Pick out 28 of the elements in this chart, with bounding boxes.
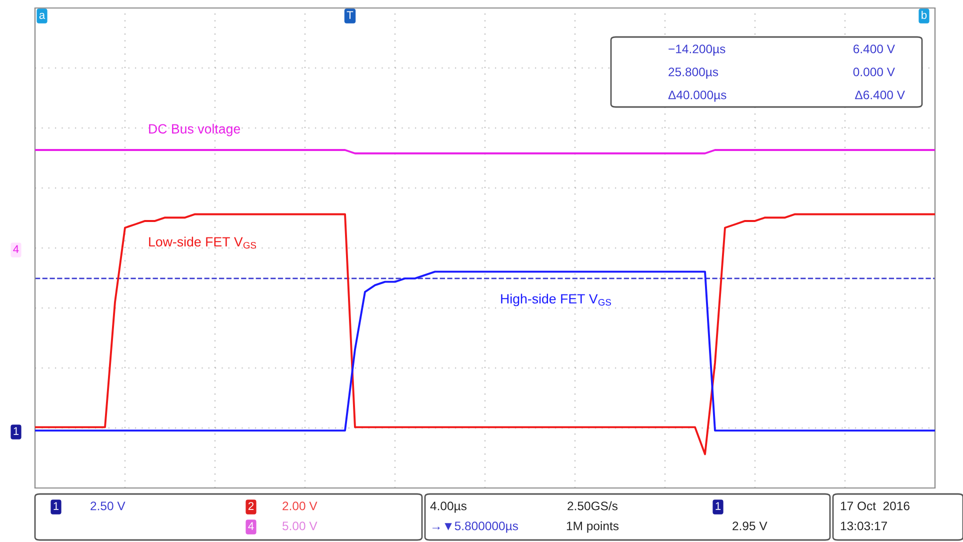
text: 17 Oct 2016 [840, 502, 910, 510]
text: −14.200µs [668, 44, 726, 56]
text: Δ6.400 V [855, 90, 905, 100]
text: Δ40.000µs [668, 90, 726, 102]
text: 1M points [566, 521, 619, 533]
text: 2.00 V [282, 502, 318, 510]
annotation: Low-side FET V$_{GS}$ [149, 236, 256, 249]
text: 5.00 V [282, 522, 318, 530]
text: 13:03:17 [840, 522, 887, 530]
text: a [39, 12, 46, 19]
text: 1 [716, 502, 721, 510]
text: b [922, 10, 927, 19]
annotation: High-side FET V$_{GS}$ [501, 294, 611, 306]
text: DC Bus voltage [149, 124, 240, 136]
text: 2.95 V [732, 522, 768, 530]
text: 2 [248, 502, 254, 510]
text: 2.50 V [90, 502, 126, 510]
text: 0.000 V [853, 68, 895, 76]
text: 1 [14, 427, 19, 435]
text: →▼5.800000µs [432, 522, 518, 533]
text: T [346, 11, 354, 19]
text: 1 [54, 502, 59, 510]
text: 6.400 V [853, 44, 895, 54]
text: 4 [13, 245, 19, 253]
text: 2.50GS/s [568, 501, 618, 510]
text: 4 [248, 522, 254, 530]
text: 4.00µs [430, 502, 466, 513]
text: 25.800µs [668, 68, 718, 79]
